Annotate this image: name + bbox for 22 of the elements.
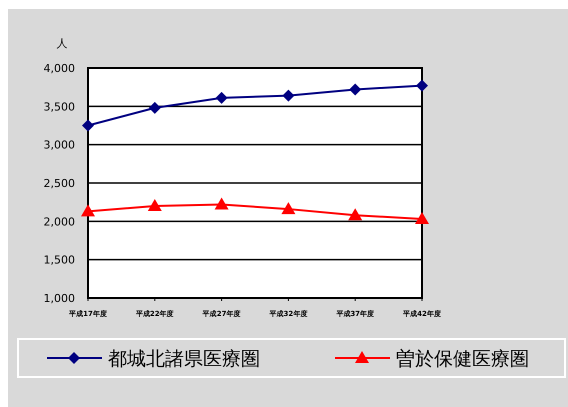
y-tick-label: 3,500 (44, 100, 75, 114)
y-tick-label: 1,000 (44, 292, 75, 305)
point (349, 83, 362, 96)
point (148, 199, 162, 211)
point (214, 197, 229, 210)
point (281, 202, 296, 214)
point (415, 212, 429, 224)
legend-label: 都城北諸県医療圏 (108, 348, 260, 370)
point (282, 90, 294, 102)
y-tick-label: 3,000 (44, 138, 75, 152)
point (82, 120, 94, 132)
point (348, 208, 362, 220)
point (216, 92, 228, 104)
point (81, 204, 95, 216)
y-tick-label: 2,000 (44, 215, 75, 228)
point (416, 80, 428, 92)
y-axis-title: 人 (56, 37, 68, 50)
legend-label: 曽於保健医療圏 (396, 348, 529, 370)
point (148, 102, 161, 114)
y-tick-label: 2,500 (44, 177, 75, 190)
y-tick-label: 1,500 (44, 254, 75, 267)
y-tick-label: 4,000 (44, 62, 75, 75)
